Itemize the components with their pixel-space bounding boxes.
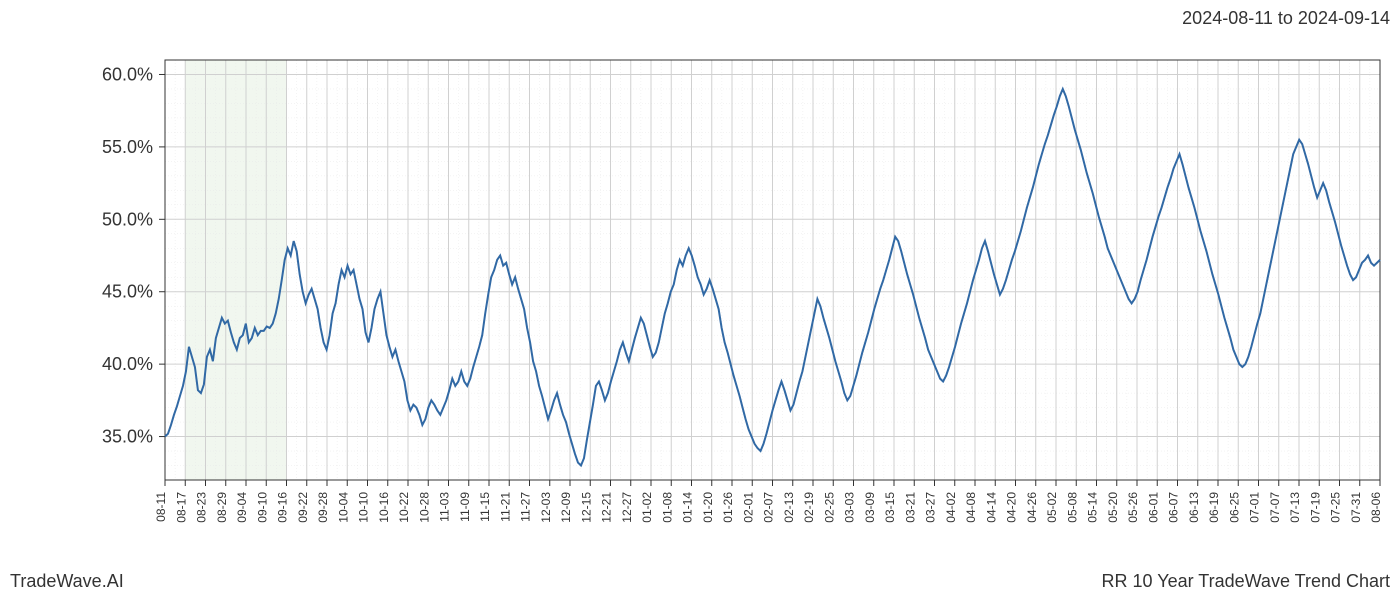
xtick-label: 08-29 (215, 492, 229, 523)
xtick-label: 12-21 (600, 492, 614, 523)
xtick-label: 11-27 (519, 492, 533, 522)
xtick-label: 09-28 (316, 492, 330, 523)
xtick-label: 08-11 (154, 492, 168, 522)
xtick-label: 08-17 (174, 492, 188, 523)
xtick-label: 07-07 (1268, 492, 1282, 523)
xtick-label: 12-03 (539, 492, 553, 523)
trend-chart: 35.0% 40.0% 45.0% 50.0% 55.0% 60.0% 08-11 08-17… (0, 40, 1400, 550)
xtick-label: 02-13 (782, 492, 796, 523)
xtick-label: 06-07 (1167, 492, 1181, 523)
xtick-label: 12-15 (579, 492, 593, 523)
date-range-label: 2024-08-11 to 2024-09-14 (1182, 8, 1390, 29)
xtick-label: 07-01 (1248, 492, 1262, 523)
xtick-label: 03-21 (903, 492, 917, 523)
xtick-label: 01-08 (660, 492, 674, 523)
xtick-label: 07-13 (1288, 492, 1302, 523)
xtick-label: 02-25 (822, 492, 836, 523)
xtick-label: 03-27 (924, 492, 938, 523)
xtick-label: 09-22 (296, 492, 310, 523)
xtick-label: 09-04 (235, 492, 249, 523)
xtick-label: 02-01 (741, 492, 755, 523)
xtick-label: 04-26 (1025, 492, 1039, 523)
xtick-label: 08-06 (1369, 492, 1383, 523)
xtick-label: 10-04 (336, 492, 350, 523)
xtick-label: 10-10 (357, 492, 371, 523)
xtick-label: 05-26 (1126, 492, 1140, 523)
xtick-label: 04-20 (1005, 492, 1019, 523)
chart-title: RR 10 Year TradeWave Trend Chart (1102, 571, 1390, 592)
xtick-label: 05-20 (1106, 492, 1120, 523)
brand-label: TradeWave.AI (10, 571, 124, 592)
xtick-label: 03-15 (883, 492, 897, 523)
xtick-label: 07-25 (1329, 492, 1343, 523)
xtick-label: 08-23 (195, 492, 209, 523)
xtick-label: 03-03 (843, 492, 857, 523)
ytick-label: 50.0% (102, 209, 153, 229)
xtick-label: 06-13 (1187, 492, 1201, 523)
xtick-label: 03-09 (863, 492, 877, 523)
xtick-label: 01-02 (640, 492, 654, 523)
chart-svg: 35.0% 40.0% 45.0% 50.0% 55.0% 60.0% 08-11 08-17… (0, 40, 1400, 550)
xtick-label: 01-20 (701, 492, 715, 523)
xtick-label: 05-08 (1065, 492, 1079, 523)
xtick-label: 09-10 (255, 492, 269, 523)
xtick-label: 06-01 (1146, 492, 1160, 523)
xtick-label: 05-14 (1086, 492, 1100, 523)
xtick-label: 01-26 (721, 492, 735, 523)
xtick-label: 06-19 (1207, 492, 1221, 523)
xtick-label: 11-03 (438, 492, 452, 522)
xtick-label: 11-21 (498, 492, 512, 522)
xtick-label: 05-02 (1045, 492, 1059, 523)
xtick-label: 04-14 (984, 492, 998, 523)
xtick-label: 09-16 (276, 492, 290, 523)
xtick-label: 12-27 (620, 492, 634, 523)
ytick-label: 60.0% (102, 64, 153, 84)
xtick-label: 11-15 (478, 492, 492, 522)
ytick-label: 35.0% (102, 427, 153, 447)
xtick-label: 06-25 (1227, 492, 1241, 523)
xtick-label: 02-07 (762, 492, 776, 523)
xtick-label: 07-19 (1308, 492, 1322, 523)
xtick-label: 11-09 (458, 492, 472, 522)
xtick-label: 01-14 (681, 492, 695, 523)
ytick-label: 55.0% (102, 137, 153, 157)
xtick-label: 10-22 (397, 492, 411, 523)
xtick-label: 10-16 (377, 492, 391, 523)
ytick-label: 40.0% (102, 354, 153, 374)
ytick-label: 45.0% (102, 282, 153, 302)
xtick-label: 02-19 (802, 492, 816, 523)
xtick-label: 04-02 (944, 492, 958, 523)
xtick-label: 04-08 (964, 492, 978, 523)
xtick-label: 12-09 (559, 492, 573, 523)
xtick-label: 07-31 (1349, 492, 1363, 523)
xtick-label: 10-28 (417, 492, 431, 523)
